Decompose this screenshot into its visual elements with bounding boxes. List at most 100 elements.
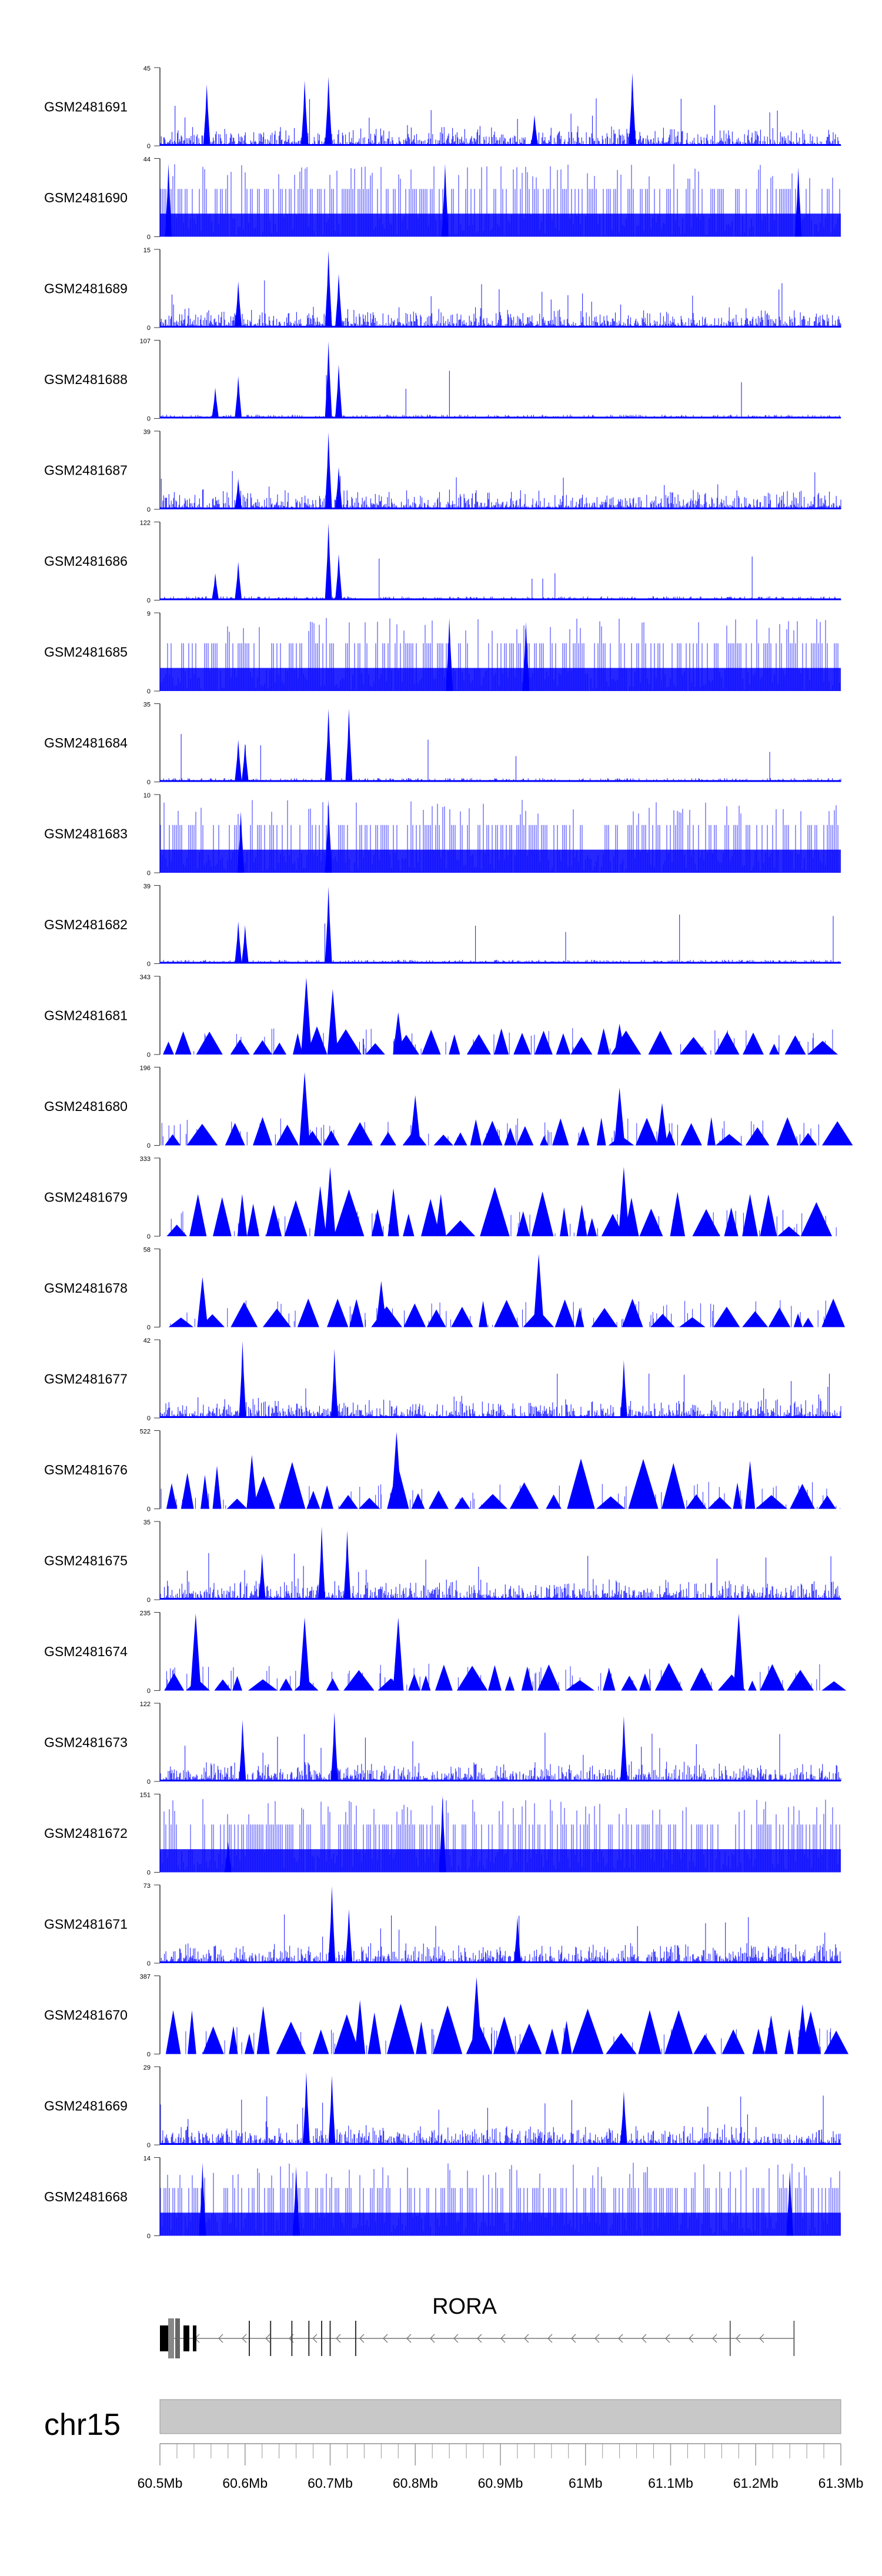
signal-peak [513, 1917, 521, 1963]
signal-bars [160, 98, 841, 146]
track-label: GSM2481675 [44, 1553, 128, 1569]
track-GSM2481682: 39 0 [143, 883, 841, 968]
track-GSM2481681: 343 0 [140, 974, 838, 1059]
signal-triangle [433, 2005, 463, 2054]
signal-triangle [212, 1466, 222, 1509]
strand-arrow [571, 2334, 576, 2343]
signal-GSM2481669 [160, 2071, 841, 2145]
signal-triangle [639, 1209, 663, 1236]
signal-triangle [784, 1035, 806, 1055]
signal-triangle [426, 1309, 446, 1327]
y-tick-label: 0 [147, 1778, 151, 1786]
y-tick-label: 196 [140, 1065, 151, 1072]
signal-triangle [570, 1037, 593, 1055]
signal-triangle [449, 1034, 460, 1055]
signal-peak [212, 573, 219, 600]
signal-triangle [575, 1307, 584, 1327]
signal-triangle [421, 1675, 431, 1691]
signal-triangle [596, 1496, 626, 1509]
y-tick-label: 343 [140, 974, 151, 981]
signal-peak [325, 799, 332, 873]
signal-triangle [327, 1299, 349, 1327]
strand-arrow [453, 2334, 459, 2343]
signal-triangle [587, 1218, 597, 1236]
x-tick-label: 60.9Mb [478, 2475, 523, 2491]
signal-GSM2481673 [160, 1712, 841, 1781]
y-tick-label: 107 [140, 338, 151, 345]
signal-triangle [534, 1030, 553, 1055]
signal-triangle [297, 1299, 319, 1327]
gene-exon [193, 2325, 196, 2351]
signal-bars [160, 1733, 841, 1781]
signal-triangle [368, 2012, 382, 2054]
y-tick-label: 73 [143, 1883, 151, 1890]
signal-peak [614, 1023, 625, 1055]
signal-peak [235, 739, 242, 782]
signal-GSM2481678 [168, 1254, 845, 1327]
y-tick-label: 35 [143, 1519, 151, 1526]
signal-triangle [189, 1194, 207, 1236]
signal-GSM2481674 [164, 1613, 847, 1691]
signal-peak [620, 1716, 627, 1781]
signal-GSM2481677 [160, 1341, 841, 1418]
signal-peak [620, 1360, 627, 1418]
strand-arrow [618, 2334, 623, 2343]
signal-peak [235, 478, 242, 509]
signal-triangle [654, 1663, 683, 1691]
signal-floor [160, 2213, 841, 2236]
signal-triangle [686, 1494, 707, 1509]
signal-peak [328, 1886, 336, 1963]
signal-triangle [347, 1122, 373, 1146]
signal-peak [325, 523, 332, 600]
signal-triangle [638, 2010, 662, 2054]
signal-triangle [165, 2010, 181, 2054]
signal-triangle [451, 1306, 473, 1327]
y-tick-label: 35 [143, 702, 151, 709]
track-GSM2481669: 29 0 [143, 2064, 841, 2149]
signal-triangle [561, 2020, 572, 2054]
signal-peak [794, 167, 802, 237]
strand-arrow [242, 2334, 247, 2343]
y-tick-label: 0 [147, 2233, 151, 2240]
signal-triangle [320, 1485, 333, 1509]
signal-peak [435, 1194, 446, 1236]
signal-triangle [306, 1490, 320, 1509]
signal-baseline [160, 2143, 841, 2145]
signal-peak [393, 1617, 404, 1691]
signal-triangle [188, 2010, 196, 2054]
track-GSM2481676: 522 0 [140, 1429, 841, 1513]
signal-triangle [622, 1299, 643, 1327]
signal-peak [355, 2000, 366, 2054]
signal-triangle [821, 1299, 845, 1327]
track-GSM2481674: 235 0 [140, 1610, 847, 1695]
signal-triangle [276, 2021, 306, 2054]
signal-triangle [576, 1204, 587, 1236]
signal-triangle [552, 1118, 569, 1146]
signal-peak [335, 364, 342, 419]
signal-GSM2481687 [160, 432, 841, 509]
signal-triangle [540, 1136, 549, 1146]
track-label: GSM2481685 [44, 645, 128, 660]
signal-peak [391, 1432, 402, 1509]
track-label: GSM2481669 [44, 2098, 128, 2114]
y-tick-label: 122 [140, 520, 151, 527]
signal-triangle [166, 1483, 178, 1509]
signal-peak [410, 1095, 421, 1146]
signal-triangle [760, 1664, 785, 1691]
signal-triangle [470, 1119, 482, 1146]
signal-triangle [721, 2029, 745, 2054]
signal-triangle [745, 1127, 770, 1146]
signal-triangle [567, 1459, 595, 1509]
signal-peak [335, 553, 342, 600]
signal-triangle [707, 1117, 716, 1146]
signal-baseline [160, 780, 841, 782]
signal-triangle [168, 1317, 193, 1327]
y-tick-label: 0 [147, 143, 151, 150]
signal-GSM2481691 [160, 72, 841, 146]
signal-peak [328, 2076, 336, 2145]
signal-triangle [247, 1203, 259, 1236]
signal-peak [439, 1795, 446, 1873]
signal-triangle [802, 1317, 814, 1327]
y-tick-label: 0 [147, 1597, 151, 1604]
